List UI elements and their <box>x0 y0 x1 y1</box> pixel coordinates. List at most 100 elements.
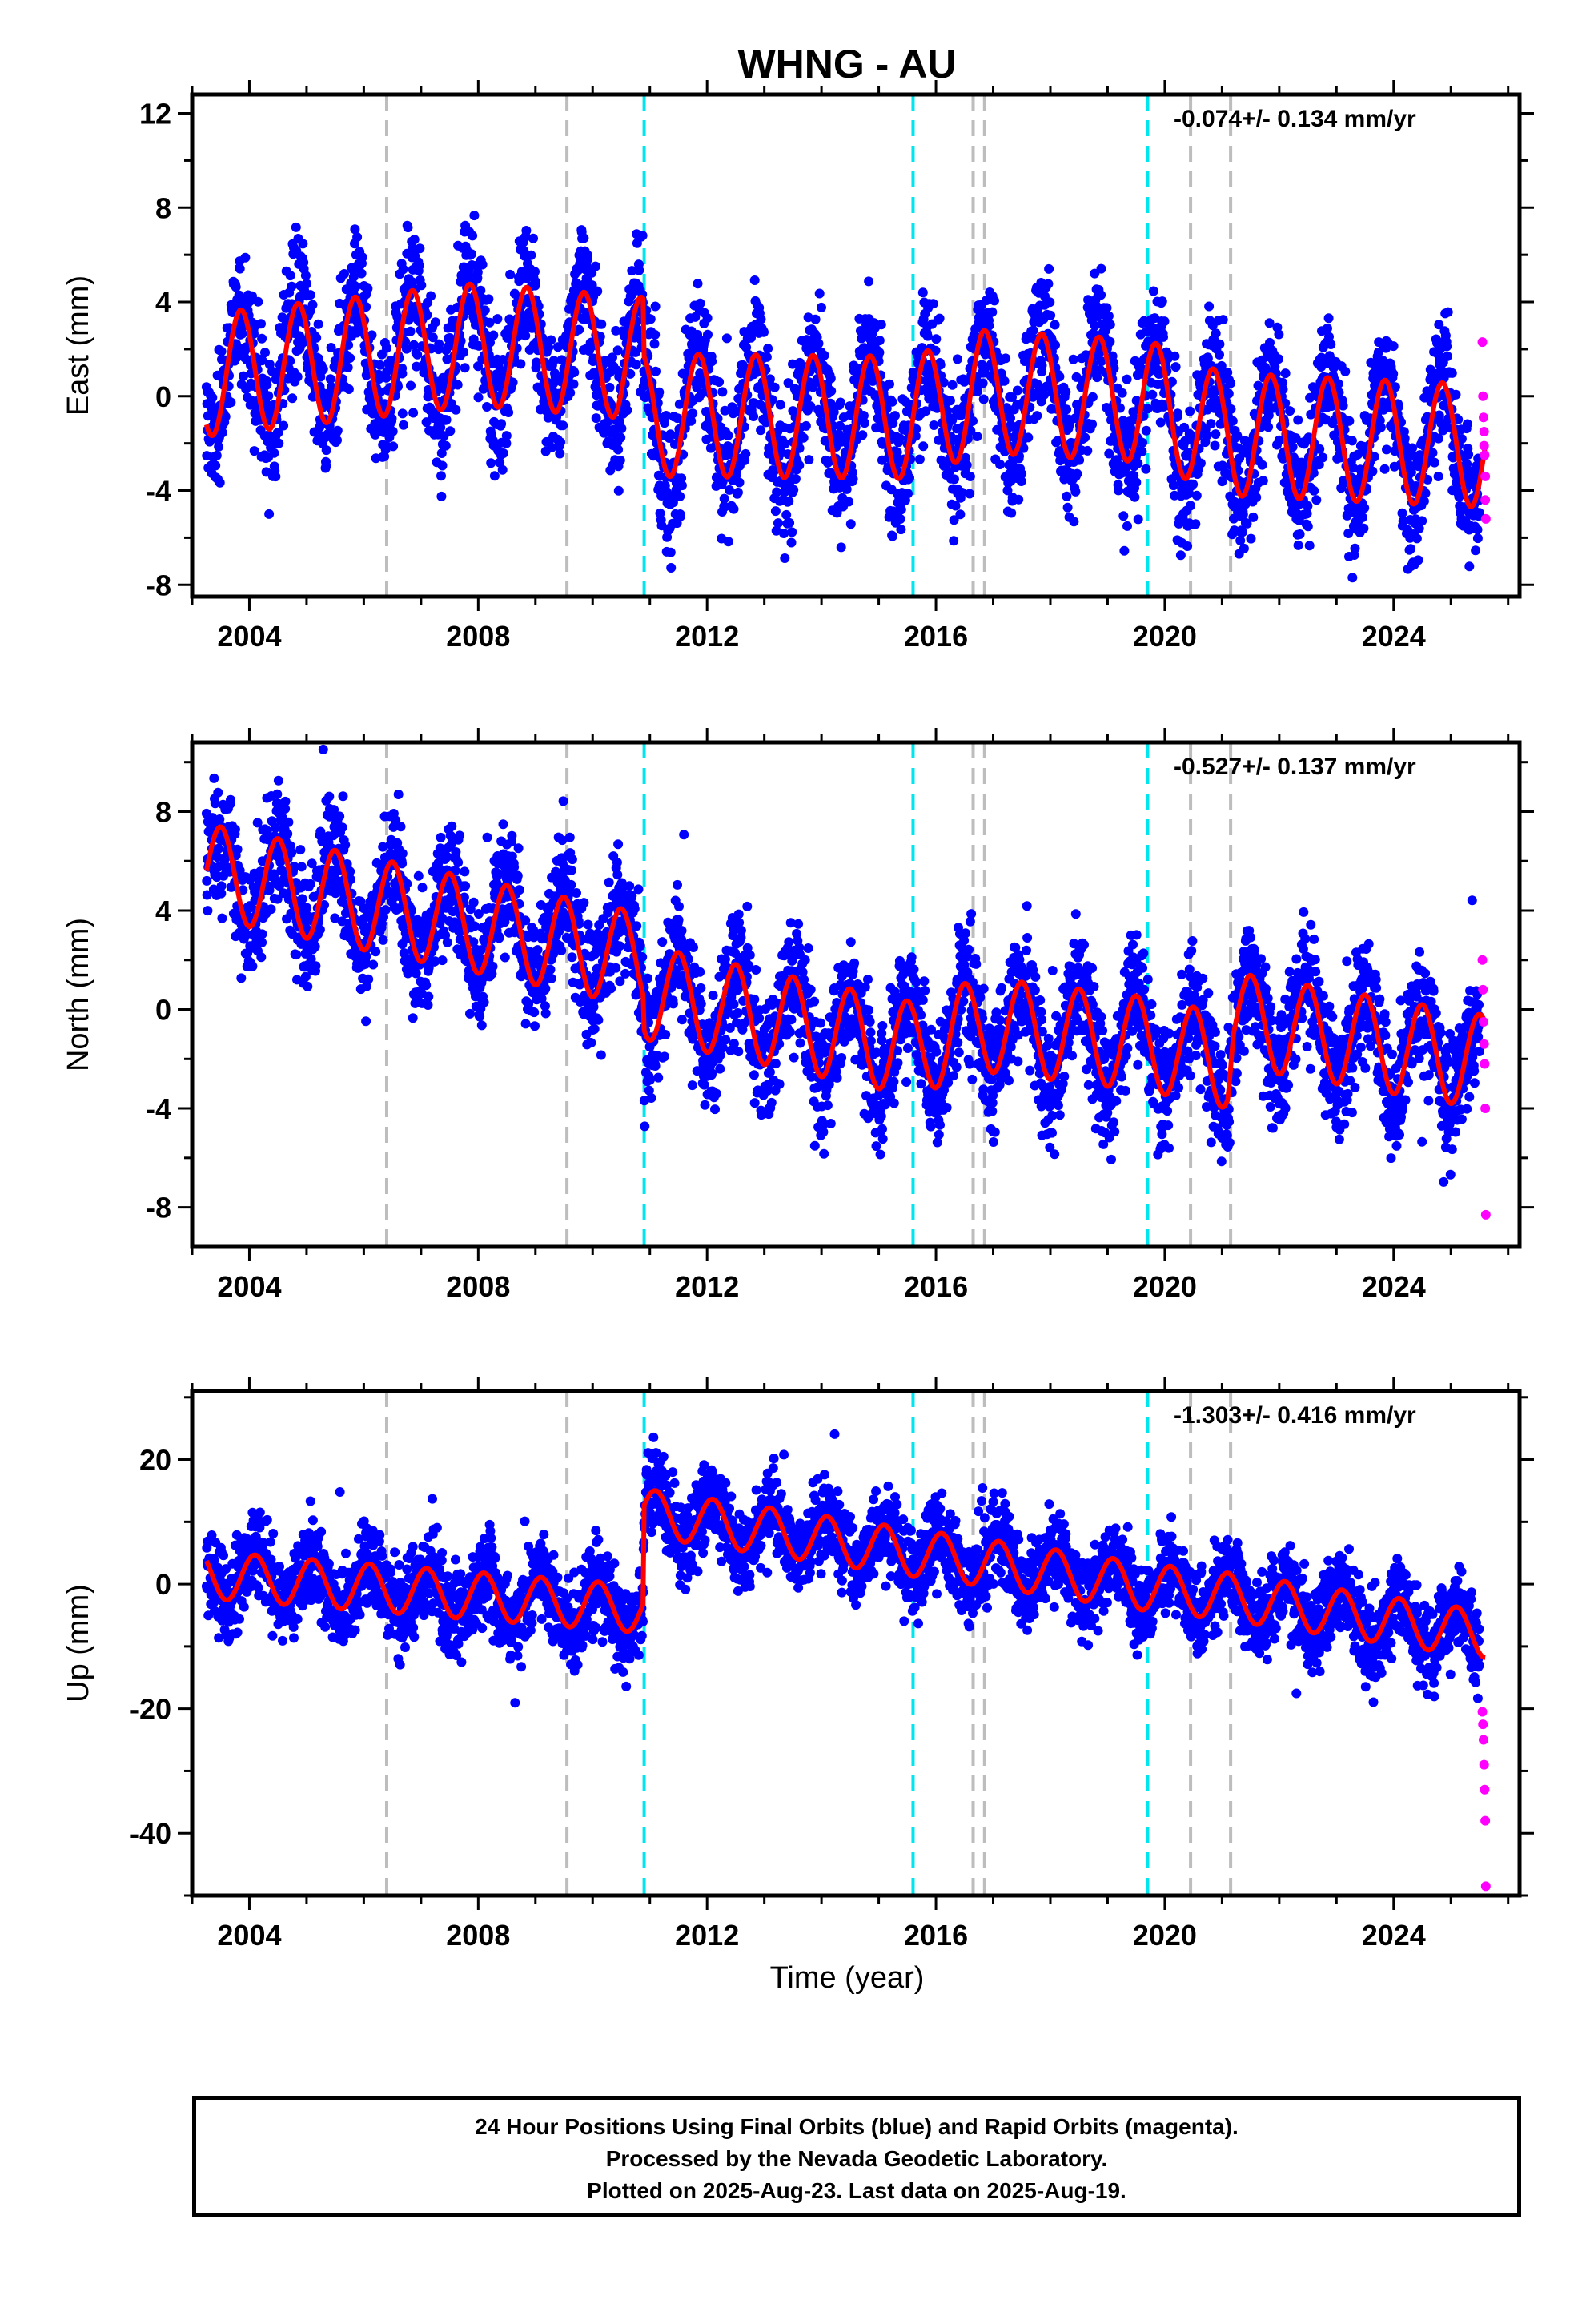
final-orbit-point <box>485 337 495 348</box>
final-orbit-point <box>1173 408 1182 419</box>
y-axis-label: East (mm) <box>62 275 95 416</box>
final-orbit-point <box>1159 316 1170 327</box>
final-orbit-point <box>283 829 293 839</box>
final-orbit-point <box>574 324 584 335</box>
final-orbit-point <box>408 1013 418 1023</box>
final-orbit-point <box>962 460 972 470</box>
final-orbit-point <box>1206 419 1216 429</box>
final-orbit-point <box>1417 516 1427 526</box>
final-orbit-point <box>504 408 514 417</box>
final-orbit-point <box>734 477 745 488</box>
final-orbit-point <box>1357 513 1367 522</box>
final-orbit-point <box>496 419 507 429</box>
final-orbit-point <box>1257 460 1267 470</box>
final-orbit-point <box>819 350 829 360</box>
final-orbit-point <box>695 298 705 308</box>
final-orbit-point <box>1359 503 1370 513</box>
final-orbit-point <box>725 485 734 495</box>
final-orbit-point <box>262 380 272 390</box>
final-orbit-point <box>226 794 235 805</box>
final-orbit-point <box>746 328 757 339</box>
final-orbit-point <box>247 961 258 971</box>
final-orbit-point <box>1411 533 1422 544</box>
final-orbit-point <box>1429 457 1439 468</box>
final-orbit-point <box>1155 417 1166 428</box>
final-orbit-point <box>788 359 797 369</box>
final-orbit-point <box>558 420 568 431</box>
final-orbit-point <box>292 372 303 382</box>
final-orbit-point <box>345 353 355 363</box>
final-orbit-point <box>437 460 448 471</box>
final-orbit-point <box>1068 354 1078 364</box>
final-orbit-point <box>468 231 478 241</box>
final-orbit-point <box>1238 509 1248 520</box>
final-orbit-point <box>1433 472 1443 481</box>
final-orbit-point <box>214 441 224 452</box>
final-orbit-point <box>257 929 267 939</box>
final-orbit-point <box>283 817 294 827</box>
final-orbit-point <box>1014 494 1024 505</box>
final-orbit-point <box>805 401 816 412</box>
final-orbit-point <box>249 446 259 456</box>
final-orbit-point <box>1388 368 1399 379</box>
final-orbit-point <box>950 501 961 511</box>
final-orbit-point <box>1028 325 1038 336</box>
final-orbit-point <box>858 411 869 420</box>
final-orbit-point <box>615 455 625 465</box>
final-orbit-point <box>1062 404 1072 415</box>
x-tick-label: 2008 <box>446 620 510 653</box>
final-orbit-point <box>780 439 790 449</box>
final-orbit-point <box>1218 315 1228 325</box>
final-orbit-point <box>1118 511 1129 521</box>
final-orbit-point <box>321 460 331 471</box>
final-orbit-point <box>310 942 320 951</box>
final-orbit-point <box>263 391 274 401</box>
final-orbit-point <box>1238 527 1247 537</box>
final-orbit-point <box>498 355 508 364</box>
final-orbit-point <box>1211 328 1221 339</box>
final-orbit-point <box>1191 519 1201 529</box>
final-orbit-point <box>772 487 782 497</box>
final-orbit-point <box>211 450 222 460</box>
final-orbit-point <box>325 374 335 384</box>
final-orbit-point <box>813 338 824 348</box>
final-orbit-point <box>217 428 227 438</box>
final-orbit-point <box>965 489 975 499</box>
final-orbit-point <box>693 279 703 289</box>
final-orbit-point <box>397 368 408 379</box>
final-orbit-point <box>231 282 241 292</box>
final-orbit-point <box>780 553 790 563</box>
final-orbit-point <box>829 407 839 417</box>
x-tick-label: 2012 <box>675 620 739 653</box>
final-orbit-point <box>637 231 648 241</box>
final-orbit-point <box>938 377 949 388</box>
final-orbit-point <box>1246 533 1256 544</box>
final-orbit-point <box>209 773 219 783</box>
final-orbit-point <box>749 412 759 421</box>
final-orbit-point <box>264 509 275 519</box>
plot-area <box>201 94 1488 597</box>
final-orbit-point <box>723 430 733 440</box>
final-orbit-point <box>552 342 563 352</box>
final-orbit-point <box>765 374 775 384</box>
final-orbit-point <box>207 392 218 403</box>
final-orbit-point <box>1226 404 1236 414</box>
final-orbit-point <box>1344 416 1355 426</box>
final-orbit-point <box>497 464 508 475</box>
final-orbit-point <box>625 368 636 379</box>
final-orbit-point <box>787 527 797 537</box>
final-orbit-point <box>459 347 469 357</box>
final-orbit-point <box>211 460 221 471</box>
final-orbit-point <box>412 349 423 360</box>
final-orbit-point <box>452 380 463 390</box>
final-orbit-point <box>1248 512 1259 522</box>
final-orbit-point <box>1117 388 1127 398</box>
final-orbit-point <box>1350 543 1360 553</box>
final-orbit-point <box>287 281 297 292</box>
final-orbit-point <box>650 329 661 340</box>
final-orbit-point <box>274 438 284 448</box>
final-orbit-point <box>240 252 251 263</box>
final-orbit-point <box>393 790 404 799</box>
final-orbit-point <box>921 406 931 416</box>
